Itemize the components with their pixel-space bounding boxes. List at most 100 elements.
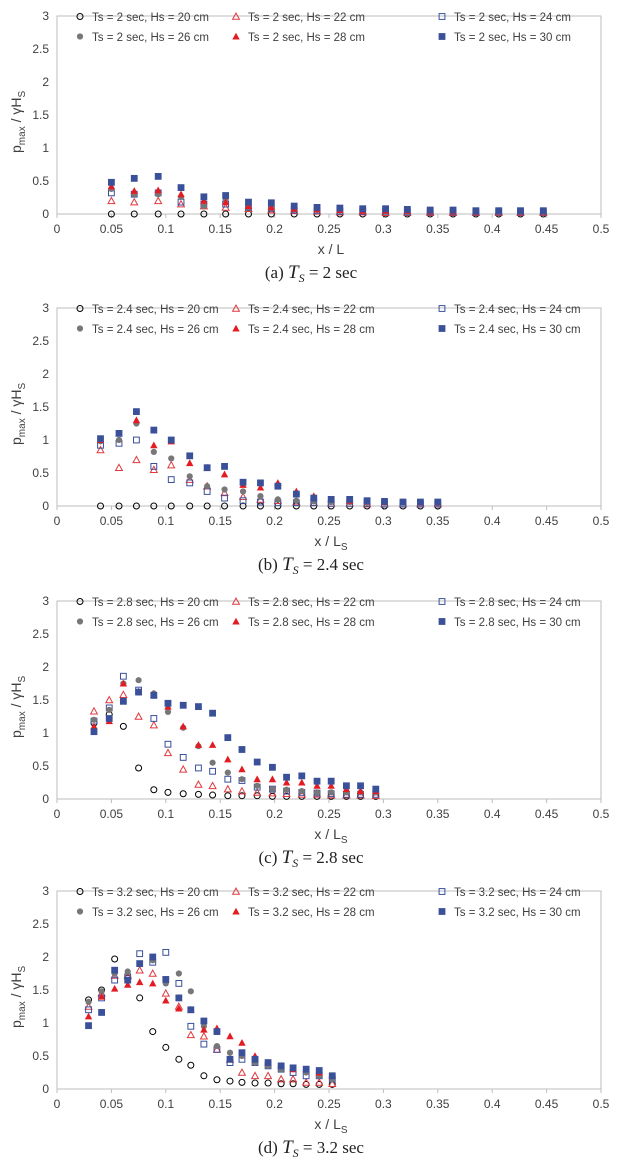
data-point bbox=[187, 988, 194, 995]
data-point bbox=[256, 483, 265, 491]
legend-marker bbox=[438, 908, 446, 915]
data-point bbox=[135, 764, 143, 772]
y-tick-label: 2 bbox=[42, 367, 49, 381]
data-point bbox=[264, 1059, 272, 1066]
data-point bbox=[148, 969, 157, 977]
legend-marker bbox=[438, 598, 446, 605]
x-tick-label: 0 bbox=[54, 514, 61, 528]
x-tick-label: 0.1 bbox=[157, 807, 174, 821]
data-point bbox=[336, 204, 344, 212]
legend-label: Ts = 3.2 sec, Hs = 20 cm bbox=[92, 887, 219, 899]
data-point bbox=[150, 691, 158, 699]
legend-label: Ts = 3.2 sec, Hs = 30 cm bbox=[454, 907, 581, 919]
data-point bbox=[97, 992, 106, 1000]
data-point bbox=[256, 502, 264, 510]
data-point bbox=[282, 789, 291, 798]
data-point bbox=[313, 782, 321, 789]
data-point bbox=[274, 482, 282, 490]
y-tick-label: 2 bbox=[42, 950, 49, 964]
legend-label: Ts = 2.4 sec, Hs = 20 cm bbox=[92, 304, 219, 316]
y-axis-label: pmax / γHS bbox=[8, 966, 28, 1028]
data-point bbox=[289, 1064, 297, 1072]
data-point bbox=[98, 988, 105, 995]
data-point bbox=[135, 677, 142, 684]
data-point bbox=[186, 459, 194, 467]
x-axis-label: x / LS bbox=[314, 826, 347, 846]
data-point bbox=[200, 1040, 208, 1048]
data-point bbox=[327, 782, 335, 789]
data-point bbox=[268, 788, 277, 797]
data-point bbox=[209, 759, 216, 766]
data-point bbox=[85, 998, 92, 1005]
data-point bbox=[371, 791, 381, 799]
legend-marker bbox=[76, 888, 84, 895]
data-point bbox=[245, 198, 252, 206]
data-point bbox=[283, 786, 290, 793]
x-tick-label: 0.3 bbox=[375, 1097, 392, 1111]
data-point bbox=[177, 210, 185, 218]
data-point bbox=[313, 789, 321, 796]
x-tick-label: 0.1 bbox=[157, 514, 174, 528]
data-point bbox=[237, 786, 247, 795]
x-axis-label: x / LS bbox=[314, 533, 347, 553]
data-point bbox=[107, 182, 116, 190]
data-point bbox=[106, 706, 113, 714]
chart-panel-2: 0 0.5 1 1.5 2 2.5 3 0 0.05 0.1 0.15 0.2 0.25 0.3 0.35 0… bbox=[8, 301, 610, 577]
data-point bbox=[222, 210, 230, 218]
data-point bbox=[162, 976, 170, 983]
legend-label: Ts = 2 sec, Hs = 20 cm bbox=[92, 12, 209, 24]
data-point bbox=[175, 994, 183, 1002]
data-point bbox=[186, 452, 194, 460]
data-point bbox=[298, 772, 306, 780]
y-tick-label: 1.5 bbox=[32, 983, 49, 997]
panel-caption: (b) TS = 2.4 sec bbox=[258, 554, 364, 577]
legend-marker bbox=[438, 888, 446, 895]
data-point bbox=[244, 202, 253, 210]
legend-marker bbox=[232, 324, 240, 332]
y-tick-label: 3 bbox=[42, 301, 49, 315]
data-point bbox=[130, 197, 139, 206]
x-tick-label: 0.2 bbox=[266, 222, 283, 236]
x-tick-label: 0.45 bbox=[535, 222, 559, 236]
data-point bbox=[449, 206, 457, 214]
data-point bbox=[203, 502, 211, 510]
data-point bbox=[162, 1043, 170, 1051]
data-point bbox=[254, 782, 261, 789]
plot-frame bbox=[56, 890, 602, 1090]
legend-label: Ts = 2 sec, Hs = 28 cm bbox=[248, 32, 365, 44]
x-tick-label: 0.25 bbox=[317, 514, 341, 528]
data-point bbox=[134, 712, 143, 720]
x-tick-label: 0.35 bbox=[426, 222, 450, 236]
data-point bbox=[162, 948, 170, 956]
data-point bbox=[269, 786, 276, 793]
data-point bbox=[179, 754, 187, 761]
data-point bbox=[90, 716, 98, 723]
legend-marker bbox=[231, 304, 241, 312]
data-point bbox=[104, 695, 114, 704]
x-tick-label: 0 bbox=[54, 222, 61, 236]
data-point bbox=[175, 980, 183, 987]
y-tick-label: 1 bbox=[42, 1016, 49, 1030]
y-tick-label: 2 bbox=[42, 660, 49, 674]
data-point bbox=[195, 703, 202, 710]
data-point bbox=[209, 791, 217, 799]
legend-marker bbox=[231, 12, 241, 20]
data-point bbox=[199, 1031, 209, 1040]
data-point bbox=[297, 789, 307, 798]
data-point bbox=[130, 187, 138, 194]
y-tick-label: 0.5 bbox=[32, 759, 49, 773]
data-point bbox=[150, 502, 158, 510]
data-point bbox=[277, 1080, 285, 1088]
plot-frame bbox=[56, 307, 602, 507]
data-point bbox=[175, 1004, 183, 1012]
y-tick-label: 2 bbox=[42, 75, 49, 89]
data-point bbox=[253, 775, 261, 783]
data-point bbox=[403, 205, 411, 213]
data-point bbox=[164, 788, 172, 796]
data-point bbox=[185, 475, 194, 483]
y-axis-label: pmax / γHS bbox=[8, 676, 28, 738]
y-tick-label: 1 bbox=[42, 141, 49, 155]
data-point bbox=[149, 953, 157, 961]
data-point bbox=[301, 1077, 311, 1086]
legend-label: Ts = 2.4 sec, Hs = 26 cm bbox=[92, 324, 219, 336]
